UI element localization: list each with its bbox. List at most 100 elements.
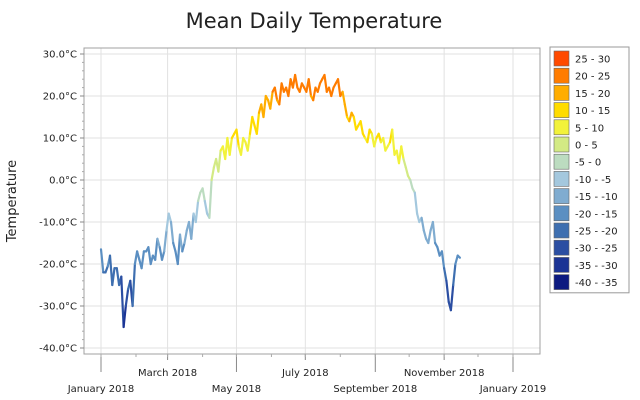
legend-label: 10 - 15 <box>575 106 610 117</box>
y-axis: 30.0°C 20.0°C 10.0°C 0.0°C -10.0°C -20.0°C -30… <box>39 50 84 355</box>
series-segment <box>341 90 346 106</box>
series-segment <box>382 136 387 152</box>
series-segment <box>197 191 202 203</box>
legend-label: 15 - 20 <box>575 89 610 100</box>
series-segment <box>208 178 213 219</box>
y-axis-label: Temperature <box>5 160 20 243</box>
series-segment <box>156 237 161 249</box>
series-segment <box>163 229 168 253</box>
series-segment <box>373 136 378 148</box>
y-tick-label: -30.0°C <box>39 302 77 313</box>
series-segment <box>104 265 109 274</box>
series-segment <box>160 250 166 261</box>
legend-swatch <box>553 171 570 187</box>
series-segment <box>99 248 105 274</box>
y-tick-label: 30.0°C <box>43 50 77 61</box>
grid <box>84 48 540 354</box>
legend-label: -30 - -25 <box>575 244 618 255</box>
y-tick-label: 20.0°C <box>43 92 77 103</box>
x-tick-label: March 2018 <box>138 368 197 379</box>
series-segment <box>440 250 446 270</box>
series-segment <box>120 275 125 329</box>
legend: 25 - 30 20 - 25 15 - 20 10 - 15 5 - 10 0 - 5 -… <box>549 46 630 294</box>
series-segment <box>201 187 206 203</box>
legend-label: 25 - 30 <box>575 55 610 66</box>
series-segment <box>449 283 455 312</box>
x-tick-label: May 2018 <box>212 384 261 395</box>
series-segment <box>307 78 313 98</box>
series-segment <box>343 103 349 119</box>
legend-label: 0 - 5 <box>575 141 598 152</box>
legend-swatch <box>553 239 570 256</box>
series-segment <box>336 78 342 98</box>
series-segment <box>181 241 186 253</box>
series-segment <box>400 145 405 161</box>
series-segment <box>452 262 457 287</box>
series-segment <box>251 115 256 127</box>
series-segment <box>294 73 299 89</box>
series-segment <box>122 304 127 329</box>
series-segment <box>413 191 419 215</box>
legend-label: -15 - -10 <box>575 192 618 203</box>
legend-label: -40 - -35 <box>575 278 618 289</box>
series-segment <box>352 115 358 131</box>
legend-swatch <box>553 205 570 222</box>
series-segment <box>140 250 145 270</box>
series-segment <box>427 229 432 245</box>
series-segment <box>312 86 317 102</box>
series-segment <box>154 237 159 261</box>
series-segment <box>278 82 283 106</box>
chart-title: Mean Daily Temperature <box>186 9 443 33</box>
legend-swatch <box>553 67 570 84</box>
legend-label: -5 - 0 <box>575 158 601 169</box>
legend-swatch <box>553 274 570 290</box>
legend-swatch <box>553 222 570 239</box>
x-tick-label: January 2019 <box>479 384 547 395</box>
series-segment <box>431 220 437 245</box>
series-segment <box>456 254 461 259</box>
series-segment <box>330 86 335 98</box>
series-segment <box>183 229 188 245</box>
series-segment <box>262 94 267 119</box>
legend-swatch <box>553 85 570 101</box>
series-segment <box>402 157 407 169</box>
x-tick-label: January 2018 <box>67 384 135 395</box>
series-segment <box>228 136 233 156</box>
series-segment <box>203 199 209 215</box>
series-segment <box>454 254 459 266</box>
series-segment <box>445 279 450 303</box>
legend-swatch <box>553 50 570 67</box>
series-segment <box>255 111 261 135</box>
series-segment <box>136 250 141 261</box>
series-segment <box>404 166 410 177</box>
y-tick-label: 0.0°C <box>49 176 77 187</box>
series-segment <box>217 149 222 173</box>
series-segment <box>422 229 428 240</box>
legend-label: -10 - -5 <box>575 175 611 186</box>
series-segment <box>194 199 200 224</box>
x-tick-label: July 2018 <box>281 368 329 379</box>
series-segment <box>131 262 136 308</box>
series-segment <box>169 220 175 245</box>
series-segment <box>443 267 448 282</box>
series-segment <box>420 216 425 232</box>
series-segment <box>235 128 240 148</box>
series-line <box>99 73 461 329</box>
series-segment <box>323 73 328 93</box>
series-segment <box>172 241 177 253</box>
series-segment <box>409 178 414 190</box>
legend-swatch <box>553 153 570 170</box>
legend-swatch <box>553 188 570 204</box>
legend-label: -25 - -20 <box>575 227 618 238</box>
series-segment <box>366 128 371 144</box>
legend-label: 5 - 10 <box>575 123 604 134</box>
legend-swatch <box>553 102 570 118</box>
legend-label: -20 - -15 <box>575 209 618 220</box>
series-segment <box>111 267 116 287</box>
y-tick-label: 10.0°C <box>43 134 77 145</box>
legend-swatch <box>553 119 570 136</box>
legend-swatch <box>553 136 570 153</box>
series-segment <box>167 212 173 224</box>
series-segment <box>269 90 274 110</box>
